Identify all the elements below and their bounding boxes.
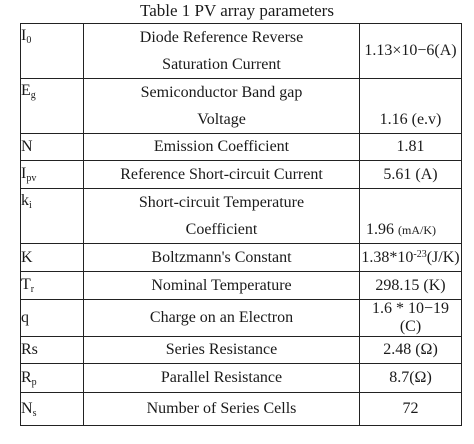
symbol: I (21, 165, 27, 182)
value-cell: 2.48 (Ω) (359, 336, 462, 364)
value-cell: 298.15 (K) (359, 271, 462, 300)
symbol: N (21, 399, 33, 417)
symbol-subscript: p (31, 376, 37, 388)
value-unit: (J/K) (426, 248, 460, 266)
symbol-subscript: g (30, 90, 36, 101)
symbol-subscript: pv (26, 173, 37, 184)
symbol: q (21, 309, 29, 326)
symbol-cell: Ns (20, 392, 84, 426)
description-cell: Semiconductor Band gap Voltage (83, 78, 360, 134)
value-number: 1.96 (366, 221, 394, 238)
table-row: Rs Series Resistance 2.48 (Ω) (20, 336, 462, 364)
table-row: ki Short-circuit Temperature Coefficient … (20, 188, 462, 244)
symbol-cell: Ipv (20, 160, 84, 189)
value-unit: (mA/K) (398, 223, 436, 237)
table-row: Ipv Reference Short-circuit Current 5.61… (20, 160, 462, 189)
table-row: Eg Semiconductor Band gap Voltage 1.16 (e… (20, 78, 462, 134)
symbol-subscript: r (30, 284, 35, 295)
symbol-subscript: 0 (26, 35, 32, 46)
description-cell: Number of Series Cells (83, 392, 360, 426)
value-cell: 72 (359, 392, 462, 426)
symbol: K (21, 248, 33, 266)
description-line-1: Semiconductor Band gap (140, 84, 303, 101)
symbol: E (21, 82, 31, 99)
symbol-cell: Eg (20, 78, 84, 134)
symbol-subscript: s (32, 407, 37, 419)
value-number: 1.38*10 (361, 248, 414, 266)
value-cell: 5.61 (A) (359, 160, 462, 189)
symbol-subscript: i (29, 200, 32, 211)
description-line-1: Short-circuit Temperature (138, 194, 305, 211)
table-caption: Table 1 PV array parameters (140, 1, 334, 20)
symbol-cell: ki (20, 188, 84, 244)
value-cell: 8.7(Ω) (359, 363, 462, 393)
symbol: Rs (21, 341, 38, 358)
value-cell: 1.16 (e.v) (359, 78, 462, 134)
table-row: Rp Parallel Resistance 8.7(Ω) (20, 363, 462, 393)
symbol: I (21, 27, 27, 44)
table-row: q Charge on an Electron 1.6 * 10−19 (C) (20, 299, 462, 337)
symbol: T (21, 276, 31, 293)
symbol: N (21, 138, 33, 155)
symbol-cell: Rs (20, 336, 84, 364)
description-line-2: Voltage (197, 111, 246, 128)
description-cell: Short-circuit Temperature Coefficient (83, 188, 360, 244)
value-exponent: -23 (413, 248, 427, 260)
symbol-cell: I0 (20, 23, 84, 79)
symbol-cell: Tr (20, 271, 84, 300)
table-row: N Emission Coefficient 1.81 (20, 133, 462, 161)
table-row: Ns Number of Series Cells 72 (20, 392, 462, 426)
table-row: I0 Diode Reference Reverse Saturation Cur… (20, 23, 462, 79)
symbol: k (21, 192, 29, 209)
table-row: K Boltzmann's Constant 1.38*10-23(J/K) (20, 243, 462, 272)
symbol-cell: Rp (20, 363, 84, 393)
symbol-cell: q (20, 299, 84, 337)
symbol: R (21, 368, 32, 386)
value-cell: 1.81 (359, 133, 462, 161)
value-cell: 1.13×10−6(A) (359, 23, 462, 79)
description-line-2: Saturation Current (162, 56, 281, 73)
description-line-1: Diode Reference Reverse (139, 29, 304, 46)
description-cell: Emission Coefficient (83, 133, 360, 161)
value-cell: 1.6 * 10−19 (C) (359, 299, 462, 337)
value-cell: 1.96 (mA/K) (359, 188, 462, 244)
description-cell: Series Resistance (83, 336, 360, 364)
symbol-cell: N (20, 133, 84, 161)
description-cell: Charge on an Electron (83, 299, 360, 337)
description-cell: Parallel Resistance (83, 363, 360, 393)
description-cell: Diode Reference Reverse Saturation Curren… (83, 23, 360, 79)
description-cell: Boltzmann's Constant (83, 243, 360, 272)
symbol-cell: K (20, 243, 84, 272)
table-row: Tr Nominal Temperature 298.15 (K) (20, 271, 462, 300)
value-cell: 1.38*10-23(J/K) (359, 243, 462, 272)
description-line-2: Coefficient (185, 221, 258, 238)
description-cell: Reference Short-circuit Current (83, 160, 360, 189)
pv-parameters-table: I0 Diode Reference Reverse Saturation Cur… (20, 23, 462, 426)
description-cell: Nominal Temperature (83, 271, 360, 300)
